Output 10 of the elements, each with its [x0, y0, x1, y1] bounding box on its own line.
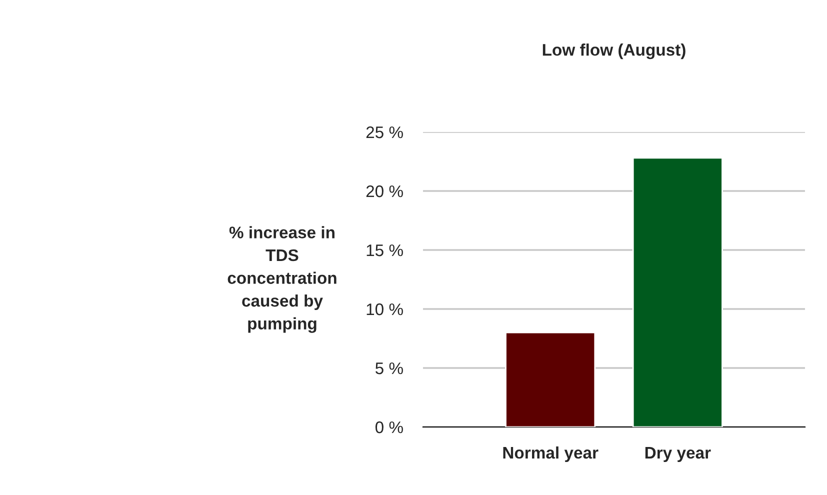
y-axis-title: % increase in TDS concentration caused by pumping	[228, 226, 336, 333]
y-tick-label: 20 %	[366, 185, 403, 198]
y-tick-label: 5 %	[376, 362, 403, 374]
y-tick-label: 10 %	[366, 303, 403, 316]
y-tick-label: 0 %	[375, 421, 403, 434]
y-tick-label: 25 %	[366, 126, 403, 138]
y-tick-label: 15 %	[366, 244, 403, 256]
x-tick-label: Dry year	[645, 447, 711, 462]
chart-title: Low flow (August)	[542, 44, 686, 60]
x-tick-label: Normal year	[503, 446, 598, 462]
